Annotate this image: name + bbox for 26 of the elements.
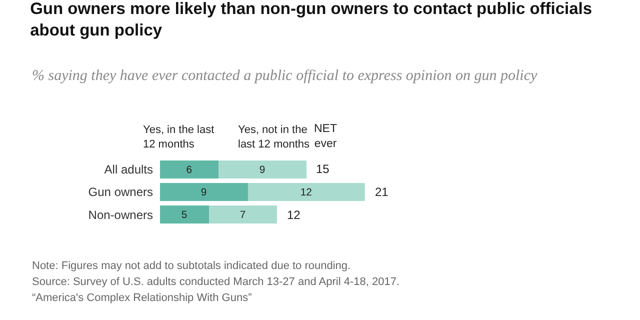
bar <box>160 206 209 224</box>
data-label: 9 <box>259 164 266 176</box>
chart-title: Gun owners more likely than non-gun owners to contact public officials about gun policy <box>30 0 592 40</box>
series-label: Yes, not in the last 12 months <box>238 124 310 150</box>
data-label: 6 <box>186 164 192 176</box>
data-label: 9 <box>200 187 207 198</box>
data-label: 12 <box>300 187 312 198</box>
bar <box>160 160 219 178</box>
text: Note: Figures may not add to subtotals indicated due to rounding. <box>32 260 351 272</box>
total-label: 12 <box>287 208 301 222</box>
bar <box>208 206 278 224</box>
text: NET ever <box>314 123 337 150</box>
total-label: 21 <box>375 185 389 199</box>
chart-subtitle: % saying they have ever contacted a public official to express opinion on gun policy <box>32 68 538 84</box>
text: “America's Complex Relationship With Guns” <box>32 292 252 304</box>
source-note: Source: Survey of U.S. adults conducted March 13-27 and April 4-18, 2017. <box>32 276 400 288</box>
bar <box>160 182 248 202</box>
y-tick-label: Non-owners <box>88 208 153 222</box>
bar <box>248 182 365 202</box>
y-tick-label: All adults <box>104 162 153 177</box>
total-label: 15 <box>316 162 330 176</box>
y-tick-label: Gun owners <box>88 185 153 200</box>
data-label: 7 <box>240 210 246 222</box>
data-label: 5 <box>181 210 188 222</box>
series-label: Yes, in the last 12 months <box>143 124 214 150</box>
bar <box>218 160 306 178</box>
